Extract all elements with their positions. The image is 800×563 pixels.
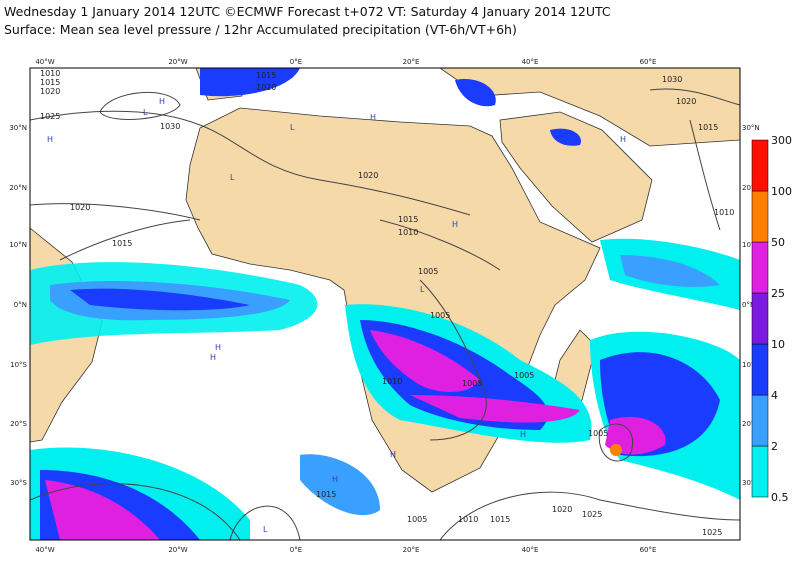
longitude-label: 60°E [640, 58, 657, 66]
longitude-label: 40°W [35, 546, 54, 554]
pressure-center: L [263, 525, 268, 534]
latitude-label: 10°N [742, 241, 760, 249]
isobar-label: 1005 [514, 371, 534, 380]
isobar-label: 1020 [70, 203, 90, 212]
isobar-label: 1005 [407, 515, 427, 524]
isobar-label: 1005 [418, 267, 438, 276]
latitude-label: 30°S [742, 479, 759, 487]
pressure-center: H [520, 430, 526, 439]
pressure-center: H [620, 135, 626, 144]
pressure-center: L [230, 173, 235, 182]
longitude-label: 20°E [403, 58, 420, 66]
isobar-label: 1020 [358, 171, 378, 180]
pressure-center: H [332, 475, 338, 484]
isobar-label: 1010 [458, 515, 478, 524]
isobar-label: 1015 [40, 78, 60, 87]
isobar-label: 1015 [112, 239, 132, 248]
latitude-label: 20°N [9, 184, 27, 192]
isobar-label: 1025 [582, 510, 602, 519]
isobar-label: 1020 [40, 87, 60, 96]
subtitle: Surface: Mean sea level pressure / 12hr … [4, 22, 517, 37]
longitude-label: 20°E [403, 546, 420, 554]
longitude-label: 60°E [640, 546, 657, 554]
pressure-center: H [210, 353, 216, 362]
pressure-center: H [47, 135, 53, 144]
legend-label: 50 [771, 236, 785, 249]
legend-label: 2 [771, 440, 778, 453]
isobar-label: 1010 [714, 208, 734, 217]
legend-swatch [751, 343, 769, 396]
legend-label: 10 [771, 338, 785, 351]
isobar-label: 1030 [662, 75, 682, 84]
legend-swatch [751, 241, 769, 294]
isobar-label: 1020 [552, 505, 572, 514]
isobar-label: 1005 [430, 311, 450, 320]
map-frame [29, 67, 741, 541]
latitude-label: 20°S [10, 420, 27, 428]
cyclone-core [610, 444, 622, 456]
longitude-label: 40°W [35, 58, 54, 66]
isobar-label: 1010 [398, 228, 418, 237]
title: Wednesday 1 January 2014 12UTC ©ECMWF Fo… [4, 4, 611, 19]
latitude-label: 20°N [742, 184, 760, 192]
map-area: 1010101510201025101510201030102010151020… [30, 68, 740, 540]
longitude-label: 20°W [168, 58, 187, 66]
longitude-label: 40°E [522, 58, 539, 66]
pressure-center: L [143, 108, 148, 117]
legend-swatch [751, 394, 769, 447]
latitude-label: 30°S [10, 479, 27, 487]
precipitation [30, 68, 740, 540]
pressure-center: H [215, 343, 221, 352]
pressure-center: H [452, 220, 458, 229]
latitude-label: 30°N [742, 124, 760, 132]
isobar-label: 1005 [588, 429, 608, 438]
legend-label: 300 [771, 134, 792, 147]
legend-label: 25 [771, 287, 785, 300]
latitude-label: 0°N [742, 301, 755, 309]
isobar-label: 1025 [702, 528, 722, 537]
legend-label: 0.5 [771, 491, 789, 504]
latitude-label: 10°S [742, 361, 759, 369]
isobar-label: 1030 [160, 122, 180, 131]
latitude-label: 30°N [9, 124, 27, 132]
pressure-center: H [390, 450, 396, 459]
pressure-center: L [420, 285, 425, 294]
isobar-label: 1015 [398, 215, 418, 224]
isobar-labels: 1010101510201025101510201030102010151020… [40, 69, 734, 537]
isobar-label: 1015 [698, 123, 718, 132]
longitude-label: 40°E [522, 546, 539, 554]
longitude-label: 0°E [290, 546, 302, 554]
latitude-label: 0°N [14, 301, 27, 309]
isobar-label: 1015 [490, 515, 510, 524]
latitude-label: 10°N [9, 241, 27, 249]
isobar-label: 1020 [676, 97, 696, 106]
isobars [30, 88, 740, 540]
isobar-label: 1005 [462, 379, 482, 388]
isobar-label: 1010 [382, 377, 402, 386]
legend-swatch [751, 190, 769, 243]
isobar-label: 1015 [256, 71, 276, 80]
pressure-center: H [370, 113, 376, 122]
longitude-label: 20°W [168, 546, 187, 554]
isobar-label: 1020 [256, 83, 276, 92]
latitude-label: 10°S [10, 361, 27, 369]
legend-swatch [751, 139, 769, 192]
longitude-label: 0°E [290, 58, 302, 66]
latitude-label: 20°S [742, 420, 759, 428]
pressure-center: L [290, 123, 295, 132]
legend-swatch [751, 445, 769, 498]
isobar-label: 1015 [316, 490, 336, 499]
isobar-label: 1025 [40, 112, 60, 121]
legend-swatch [751, 292, 769, 345]
legend-label: 4 [771, 389, 778, 402]
pressure-center: H [159, 97, 165, 106]
legend-label: 100 [771, 185, 792, 198]
isobar-label: 1010 [40, 69, 60, 78]
